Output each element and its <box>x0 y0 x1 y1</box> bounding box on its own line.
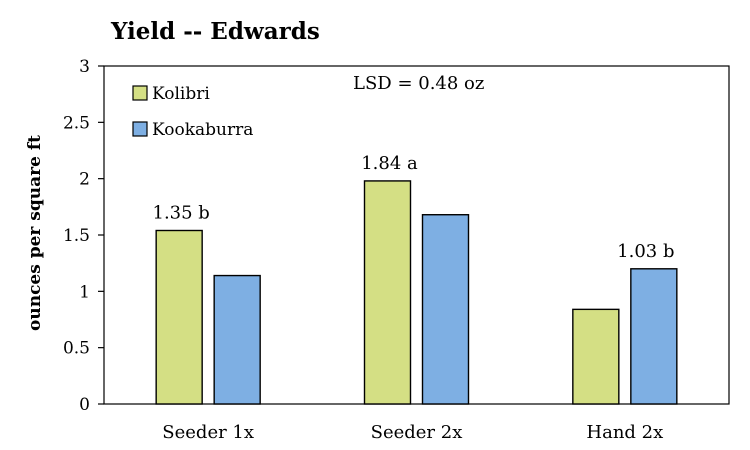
y-tick-label: 2 <box>79 170 90 190</box>
y-axis: 0 0.5 1 1.5 2 2.5 3 <box>63 57 104 415</box>
bar-kookaburra-0 <box>213 274 261 405</box>
chart-title: Yield -- Edwards <box>110 18 320 45</box>
group-annotation-label: 1.03 b <box>617 241 674 262</box>
lsd-annotation: LSD = 0.48 oz <box>353 73 484 94</box>
y-tick-label: 0.5 <box>63 339 90 359</box>
bar-kookaburra-1 <box>421 214 470 405</box>
y-axis-title: ounces per square ft <box>25 135 45 331</box>
y-tick-label: 0 <box>79 395 90 415</box>
legend-label-kolibri: Kolibri <box>152 84 210 104</box>
y-tick-label: 1 <box>79 282 90 302</box>
legend-label-kookaburra: Kookaburra <box>152 120 253 140</box>
x-category-label: Seeder 2x <box>371 422 463 443</box>
y-tick-label: 3 <box>79 57 90 77</box>
bar-kolibri-0 <box>155 229 203 405</box>
group-annotation-label: 1.84 a <box>361 153 418 174</box>
group-annotation-label: 1.35 b <box>153 202 210 223</box>
bar-kolibri-2 <box>572 308 620 405</box>
bar-kolibri-1 <box>363 180 412 405</box>
y-tick-label: 2.5 <box>63 113 90 133</box>
x-axis: Seeder 1x Seeder 2x Hand 2x <box>162 422 663 443</box>
group-annotations: 1.35 b 1.84 a 1.03 b <box>153 153 675 262</box>
y-tick-label: 1.5 <box>63 226 90 246</box>
bar-kookaburra-2 <box>630 268 678 405</box>
legend-swatch-kookaburra <box>132 121 148 137</box>
x-category-label: Seeder 1x <box>162 422 254 443</box>
legend: Kolibri Kookaburra <box>132 84 253 140</box>
x-category-label: Hand 2x <box>586 422 663 443</box>
bars-group <box>155 180 678 405</box>
legend-swatch-kolibri <box>132 85 148 101</box>
